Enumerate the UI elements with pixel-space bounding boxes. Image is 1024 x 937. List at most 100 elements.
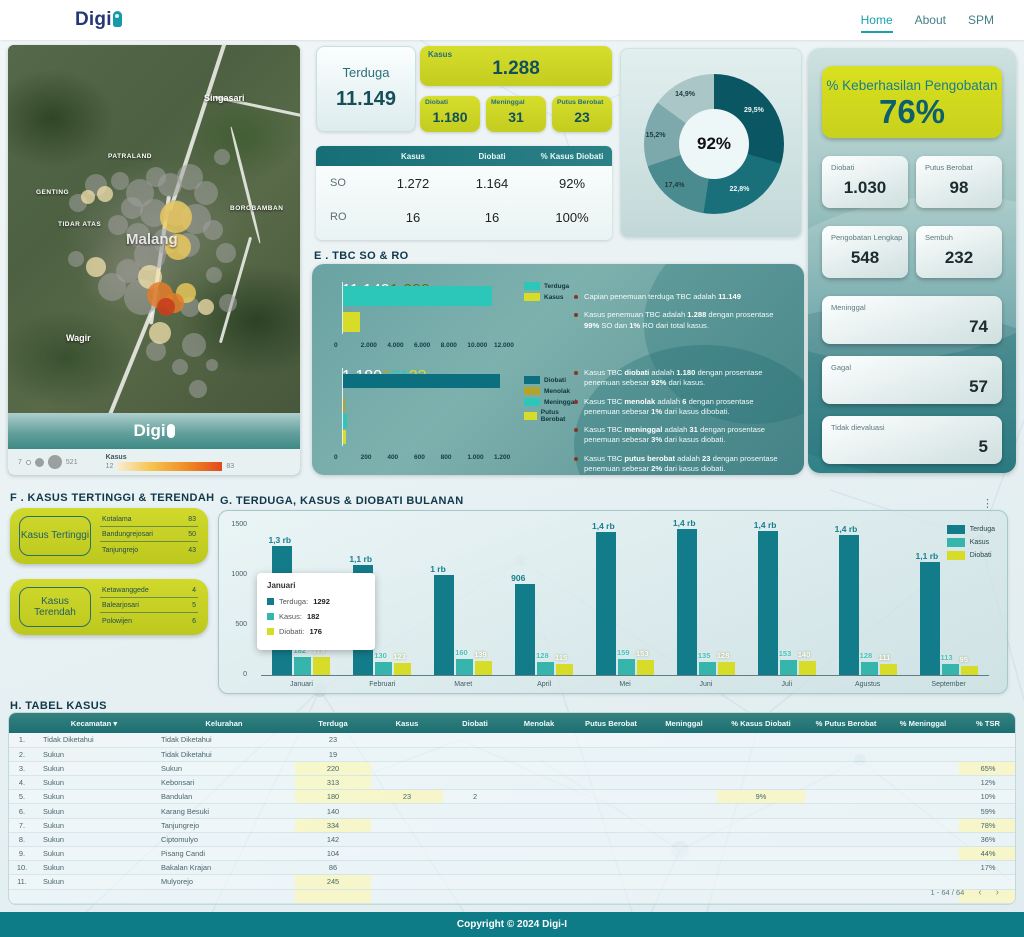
treatment-card-pengobatan-lengkap: Pengobatan Lengkap 548	[822, 226, 908, 278]
table-cell: 10.	[9, 860, 35, 876]
table-row[interactable]: 8. Sukun Ciptomulyo 142 36%	[9, 832, 1015, 848]
table-cell	[887, 846, 959, 862]
bar-kasus[interactable]	[779, 659, 797, 675]
bullet-marker-icon	[574, 456, 578, 461]
nav-item-spm[interactable]: SPM	[967, 13, 994, 27]
bar-value-label: 182	[293, 645, 306, 655]
bar-terduga[interactable]	[676, 529, 697, 675]
table-cell	[717, 803, 805, 819]
bullet-marker-icon	[574, 428, 578, 432]
bar-value-label: 139	[474, 650, 487, 660]
table-row[interactable]: 4. Sukun Kebonsari 313 12%	[9, 775, 1015, 791]
bar-putus-berobat	[343, 430, 347, 444]
bar-value-label: 128	[536, 651, 549, 661]
bar-terduga[interactable]	[596, 532, 616, 675]
bar-kasus[interactable]	[294, 656, 312, 675]
map-brand-band: Digi	[8, 413, 300, 449]
bar-terduga[interactable]	[515, 584, 536, 675]
bar-value-label: 1,4 rb	[753, 520, 777, 530]
table-row[interactable]: 5. Sukun Bandulan 180 23 2 9% 10%	[9, 789, 1015, 805]
treatment-card-label: Putus Berobat	[925, 163, 973, 172]
app-logo[interactable]: Digi	[75, 9, 122, 31]
table-cell	[651, 803, 717, 819]
satellite-map[interactable]: Singasari PATRALAND GENTING TIDAR ATAS Malan…	[8, 45, 300, 432]
table-cell	[371, 761, 443, 777]
kasus-list-item: Ketawanggede 4	[100, 583, 198, 599]
bar-terduga[interactable]	[757, 531, 778, 675]
bar-kasus[interactable]	[618, 659, 635, 675]
table-cell: Tidak Diketahui	[153, 733, 295, 748]
map-bubble	[182, 333, 206, 357]
bar-diobati[interactable]	[960, 665, 978, 675]
table-cell: Tanjungrejo	[153, 818, 295, 833]
map-bubble	[194, 181, 218, 205]
nav-item-home[interactable]: Home	[860, 13, 893, 33]
bar-diobati[interactable]	[717, 662, 735, 675]
table-row[interactable]	[9, 889, 1015, 904]
terduga-kasus-bar-chart[interactable]: 11.1491.28802.0004.0006.0008.00010.00012…	[334, 282, 572, 362]
section-g-title: G. TERDUGA, KASUS & DIOBATI BULANAN	[220, 495, 464, 507]
legend-swatch	[524, 412, 537, 420]
so-ro-row-label: RO	[330, 211, 347, 223]
month-label: September	[931, 681, 966, 688]
table-col-header[interactable]: Kecamatan ▾	[35, 713, 153, 733]
table-cell	[443, 832, 507, 848]
table-cell	[717, 761, 805, 777]
table-row[interactable]: 1. Tidak Diketahui Tidak Diketahui 23	[9, 733, 1015, 748]
bar-terduga[interactable]	[434, 575, 455, 675]
treatment-card-meninggal: Meninggal 74	[822, 296, 1002, 344]
pagination-prev-icon[interactable]: ‹	[978, 887, 982, 898]
treatment-card-value: 548	[850, 248, 880, 267]
table-row[interactable]: 9. Sukun Pisang Candi 104 44%	[9, 846, 1015, 862]
bar-diobati[interactable]	[394, 662, 412, 675]
table-cell	[571, 789, 651, 805]
table-row[interactable]: 3. Sukun Sukun 220 65%	[9, 761, 1015, 777]
bar-diobati[interactable]	[475, 661, 493, 675]
table-cell	[571, 775, 651, 791]
table-cell	[571, 889, 651, 904]
bar-terduga[interactable]	[838, 535, 859, 675]
bar-diobati[interactable]	[556, 663, 574, 675]
chart-menu-icon[interactable]: ⋮	[982, 498, 993, 510]
table-cell	[571, 832, 651, 848]
bar-diobati[interactable]	[313, 657, 331, 675]
legend-label: Diobati	[544, 376, 567, 384]
bar-terduga[interactable]	[919, 562, 940, 675]
bar-kasus[interactable]	[860, 662, 878, 675]
legend-swatch	[524, 398, 540, 406]
bullet-text: Kasus TBC diobati adalah 1.180 dengan pr…	[584, 368, 763, 388]
table-row[interactable]: 6. Sukun Karang Besuki 140 59%	[9, 803, 1015, 819]
bar-value-label: 159	[617, 648, 630, 658]
table-row[interactable]: 10. Sukun Bakalan Krajan 86 17%	[9, 860, 1015, 876]
bar-kasus[interactable]	[375, 662, 393, 675]
legend-swatch	[946, 538, 965, 547]
bar-value-label: 128	[859, 651, 873, 661]
table-row[interactable]: 7. Sukun Tanjungrejo 334 78%	[9, 818, 1015, 833]
bar-kasus[interactable]	[941, 663, 959, 675]
pagination-next-icon[interactable]: ›	[995, 887, 999, 898]
table-cell	[443, 818, 507, 833]
bar-diobati[interactable]	[879, 663, 897, 675]
table-cell	[717, 818, 805, 833]
table-cell: 12%	[959, 775, 1015, 791]
bar-diobati[interactable]	[637, 659, 654, 675]
x-axis-tick: 10.000	[467, 342, 488, 349]
bar-kasus[interactable]	[537, 662, 555, 675]
table-cell	[887, 803, 959, 819]
tooltip-label: Diobati:	[279, 627, 305, 636]
bar-value-label: 1,1 rb	[349, 554, 373, 564]
table-col-header: Kasus	[371, 713, 443, 733]
bar-terduga	[343, 286, 492, 306]
bar-kasus[interactable]	[698, 661, 716, 675]
table-row[interactable]: 2. Sukun Tidak Diketahui 19	[9, 747, 1015, 762]
table-row[interactable]: 11. Sukun Mulyorejo 245	[9, 874, 1015, 890]
diobati-bar-chart[interactable]: 1.1806312302004006008001.0001.200Diobati…	[334, 368, 576, 468]
donut-chart[interactable]: 92% 29,5% 22,8% 17,4% 15,2% 14,9%	[644, 74, 784, 214]
bar-diobati[interactable]	[798, 661, 816, 675]
bullet-text: Kasus TBC meninggal adalah 31 dengan pro…	[584, 425, 765, 445]
bar-kasus[interactable]	[456, 659, 474, 675]
insight-bullet: Kasus penemuan TBC adalah 1.288 dengan p…	[574, 310, 789, 331]
nav-item-about[interactable]: About	[914, 13, 946, 27]
table-cell: 2.	[9, 747, 35, 762]
kelurahan-name: Bandungrejosari	[102, 531, 153, 539]
